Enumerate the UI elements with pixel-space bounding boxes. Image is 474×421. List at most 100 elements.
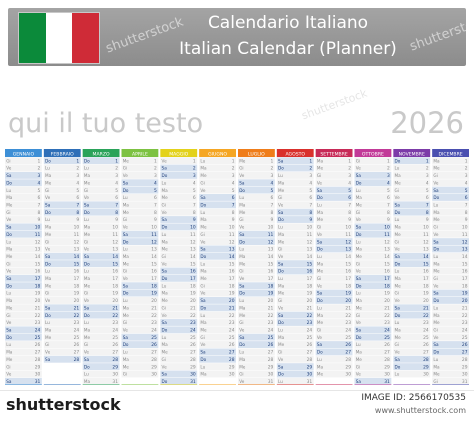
- day-weekday-label: Gi: [45, 291, 49, 296]
- day-cell: [5, 260, 42, 268]
- day-weekday-label: Do: [395, 313, 401, 318]
- day-cell: [354, 245, 392, 253]
- day-number: 16: [112, 269, 118, 275]
- month-footer-bar: [238, 384, 275, 385]
- day-weekday-label: Gi: [395, 188, 399, 193]
- year-calendar-grid: GENNAIO Gi 1 Ve 2 Sa 3 Do 4 Lu 5 Ma 6 Me 7 Gi 8 Ve 9 Sa 10 Do…: [4, 149, 470, 385]
- day-number: 30: [345, 372, 351, 378]
- day-weekday-label: Gi: [317, 328, 321, 333]
- watermark: shutterstock: [299, 86, 369, 123]
- day-cell: [43, 267, 81, 275]
- day-weekday-label: Me: [239, 261, 246, 266]
- day-cell: [5, 311, 42, 319]
- day-number: 6: [38, 195, 41, 201]
- day-cell: [5, 186, 42, 194]
- day-number: 15: [423, 261, 429, 267]
- day-weekday-label: Me: [433, 269, 440, 274]
- day-weekday-label: Do: [200, 254, 206, 259]
- day-number: 6: [232, 195, 235, 201]
- day-cell: [82, 216, 120, 223]
- day-weekday-label: Ma: [356, 350, 363, 355]
- day-number: 17: [423, 276, 429, 282]
- day-weekday-label: Gi: [123, 217, 127, 222]
- day-number: 3: [232, 173, 235, 179]
- day-number: 28: [462, 357, 468, 363]
- day-weekday-label: Me: [395, 180, 402, 185]
- day-weekday-label: Do: [200, 357, 206, 362]
- day-cell: [121, 363, 159, 371]
- day-cell: [315, 186, 353, 194]
- day-cell: [82, 201, 120, 209]
- day-weekday-label: Do: [123, 239, 129, 244]
- day-number: 29: [345, 364, 351, 370]
- day-number: 24: [345, 328, 351, 334]
- day-number: 27: [384, 350, 390, 356]
- day-cell: [354, 164, 392, 172]
- day-cell: [354, 363, 392, 371]
- day-number: 18: [35, 283, 41, 289]
- day-cell: [276, 363, 314, 371]
- day-weekday-label: Sa: [162, 166, 168, 171]
- day-weekday-label: Gi: [356, 313, 360, 318]
- day-weekday-label: Gi: [200, 283, 204, 288]
- day-weekday-label: Me: [433, 320, 440, 325]
- day-cell: [5, 304, 42, 312]
- day-weekday-label: Sa: [239, 283, 245, 288]
- day-cell: [238, 157, 275, 165]
- day-number: 23: [151, 320, 157, 326]
- day-cell: [393, 311, 431, 319]
- day-number: 25: [462, 335, 468, 341]
- day-number: 16: [384, 269, 390, 275]
- day-cell: [199, 230, 236, 238]
- day-number: 12: [229, 239, 235, 245]
- day-cell: [276, 267, 314, 275]
- italian-flag: [18, 12, 100, 64]
- custom-text-placeholder: qui il tuo testo: [8, 108, 204, 139]
- day-weekday-label: Ma: [239, 357, 246, 362]
- day-weekday-label: Do: [162, 328, 168, 333]
- day-weekday-label: Me: [6, 202, 13, 207]
- day-weekday-label: Ma: [6, 298, 13, 303]
- day-number: 27: [74, 350, 80, 356]
- day-weekday-label: Ma: [200, 372, 207, 377]
- day-cell: [43, 171, 81, 179]
- day-weekday-label: Lu: [395, 320, 400, 325]
- day-weekday-label: Lu: [278, 379, 283, 384]
- day-number: 4: [348, 180, 351, 186]
- day-number: 3: [193, 173, 196, 179]
- day-cell: [432, 245, 469, 253]
- day-cell: [43, 252, 81, 260]
- day-cell: [238, 216, 275, 223]
- month-header: [238, 149, 275, 157]
- month-footer-bar: [82, 384, 120, 385]
- day-weekday-label: Ma: [200, 166, 207, 171]
- day-weekday-label: Gi: [45, 342, 49, 347]
- day-cell: [199, 216, 236, 223]
- day-number: 8: [465, 210, 468, 216]
- day-cell: [160, 289, 198, 297]
- day-number: 1: [154, 158, 157, 164]
- day-number: 16: [307, 269, 313, 275]
- day-cell: [199, 363, 236, 371]
- day-cell: [43, 223, 81, 231]
- day-number: 2: [115, 166, 118, 172]
- day-number: 7: [232, 202, 235, 208]
- day-number: 14: [190, 254, 196, 260]
- day-cell: [315, 370, 353, 378]
- day-number: 8: [38, 210, 41, 216]
- day-cell: [43, 348, 81, 356]
- day-cell: [5, 245, 42, 253]
- day-weekday-label: Do: [45, 210, 51, 215]
- day-weekday-label: Gi: [433, 276, 437, 281]
- day-cell: [432, 216, 469, 223]
- day-number: 12: [112, 239, 118, 245]
- day-cell: [315, 223, 353, 231]
- day-weekday-label: Ma: [45, 173, 52, 178]
- day-number: 1: [348, 158, 351, 164]
- day-weekday-label: Me: [278, 291, 285, 296]
- day-cell: [160, 245, 198, 253]
- day-weekday-label: Lu: [6, 291, 11, 296]
- day-weekday-label: Me: [6, 305, 13, 310]
- day-number: 26: [462, 342, 468, 348]
- day-number: 8: [348, 210, 351, 216]
